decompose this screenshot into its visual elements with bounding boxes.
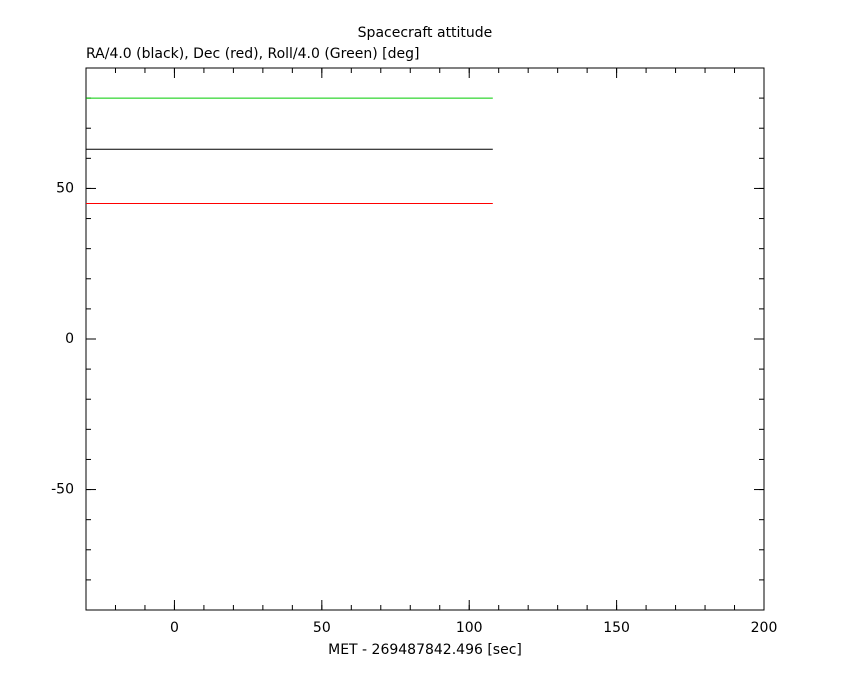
y-axis-label: RA/4.0 (black), Dec (red), Roll/4.0 (Gre… [86,46,419,62]
x-tick-label: 150 [603,620,630,636]
y-tick-label: 50 [56,180,74,196]
x-axis-label: MET - 269487842.496 [sec] [328,642,522,658]
x-tick-label: 100 [456,620,483,636]
y-tick-label: 0 [65,331,74,347]
x-tick-label: 50 [313,620,331,636]
x-tick-label: 0 [170,620,179,636]
chart-title: Spacecraft attitude [358,25,493,41]
x-tick-label: 200 [751,620,778,636]
y-tick-label: -50 [51,482,74,498]
